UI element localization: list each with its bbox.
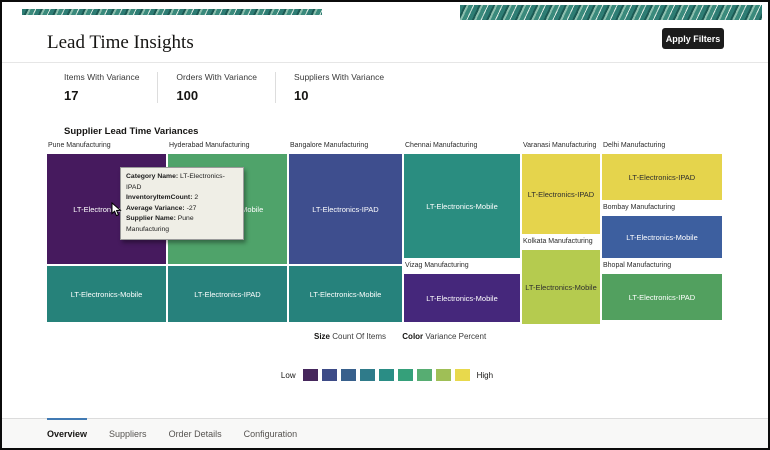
size-label: Size bbox=[314, 332, 331, 341]
legend-swatch bbox=[340, 369, 356, 381]
tooltip-line: InventoryItemCount: 2 bbox=[126, 194, 199, 202]
mouse-cursor-icon bbox=[111, 202, 122, 217]
treemap-tooltip: Category Name: LT-Electronics-IPAD Inven… bbox=[120, 167, 244, 241]
stat-value: 100 bbox=[176, 88, 199, 103]
legend-swatches bbox=[302, 369, 470, 381]
treemap-cell-label: LT-Electronics-Mobile bbox=[70, 289, 143, 299]
treemap-group-label: Delhi Manufacturing bbox=[603, 142, 666, 149]
tab-overview[interactable]: Overview bbox=[47, 418, 88, 448]
tooltip-line: Supplier Name: Pune Manufacturing bbox=[126, 215, 194, 233]
treemap-cell-label: LT-Electronics-Mobile bbox=[626, 232, 698, 242]
treemap-cell-label: LT-Electronics-IPAD bbox=[73, 204, 140, 214]
legend-high-label: High bbox=[476, 370, 494, 380]
treemap-cell-label: LT-Electronics-Mobile bbox=[309, 289, 382, 299]
treemap-title: Supplier Lead Time Variances bbox=[64, 126, 199, 137]
treemap-group-label: Bhopal Manufacturing bbox=[603, 262, 672, 269]
treemap-cell[interactable]: LT-Electronics-IPAD bbox=[522, 154, 600, 234]
legend-swatch bbox=[321, 369, 337, 381]
treemap-caption: Size Count Of Items Color Variance Perce… bbox=[314, 332, 500, 341]
stat-label: Orders With Variance bbox=[176, 72, 258, 82]
tab-configuration[interactable]: Configuration bbox=[243, 429, 298, 439]
treemap-group-label: Kolkata Manufacturing bbox=[523, 238, 593, 245]
kpi-stats-row: Items With Variance 17 Orders With Varia… bbox=[64, 72, 402, 103]
tab-order-details[interactable]: Order Details bbox=[168, 429, 222, 439]
stat-orders-with-variance: Orders With Variance 100 bbox=[157, 72, 275, 103]
legend-swatch bbox=[359, 369, 375, 381]
treemap-group-label: Pune Manufacturing bbox=[48, 142, 111, 149]
page-title: Lead Time Insights bbox=[47, 32, 194, 53]
color-value: Variance Percent bbox=[425, 332, 487, 341]
treemap-group-label: Vizag Manufacturing bbox=[405, 262, 469, 269]
treemap-cell[interactable]: LT-Electronics-Mobile bbox=[522, 250, 600, 324]
treemap-cell-label: LT-Electronics-Mobile bbox=[426, 201, 498, 211]
treemap-col-varanasi-kolkata: Varanasi Manufacturing LT-Electronics-IP… bbox=[522, 140, 600, 324]
stat-value: 10 bbox=[294, 88, 309, 103]
treemap-cell-label: LT-Electronics-IPAD bbox=[628, 172, 696, 182]
legend-swatch bbox=[435, 369, 451, 381]
treemap-col-bangalore: Bangalore Manufacturing LT-Electronics-I… bbox=[289, 140, 402, 324]
treemap-cell-label: LT-Electronics-Mobile bbox=[525, 282, 597, 292]
stat-label: Items With Variance bbox=[64, 72, 140, 82]
stat-value: 17 bbox=[64, 88, 79, 103]
treemap-cell[interactable]: LT-Electronics-IPAD bbox=[602, 274, 722, 320]
tab-suppliers[interactable]: Suppliers bbox=[109, 429, 147, 439]
stat-suppliers-with-variance: Suppliers With Variance 10 bbox=[275, 72, 402, 103]
treemap-cell-label: LT-Electronics-IPAD bbox=[527, 189, 595, 199]
treemap-group-label: Chennai Manufacturing bbox=[405, 142, 478, 149]
treemap-cell[interactable]: LT-Electronics-IPAD bbox=[168, 266, 287, 322]
treemap-group-label: Bombay Manufacturing bbox=[603, 204, 675, 211]
color-label: Color bbox=[402, 332, 424, 341]
treemap-group-label: Hyderabad Manufacturing bbox=[169, 142, 250, 149]
tooltip-line: Category Name: LT-Electronics-IPAD bbox=[126, 173, 225, 191]
treemap-cell-label: LT-Electronics-IPAD bbox=[194, 289, 261, 299]
size-value: Count Of Items bbox=[332, 332, 387, 341]
legend-low-label: Low bbox=[280, 370, 296, 380]
treemap-col-chennai-vizag: Chennai Manufacturing LT-Electronics-Mob… bbox=[404, 140, 520, 324]
decorative-banner-left bbox=[22, 9, 322, 15]
treemap-cell[interactable]: LT-Electronics-Mobile bbox=[404, 154, 520, 258]
treemap-group-label: Varanasi Manufacturing bbox=[523, 142, 597, 149]
supplier-lead-time-treemap: Pune Manufacturing LT-Electronics-IPAD L… bbox=[47, 140, 722, 324]
color-legend: Low High bbox=[2, 369, 768, 381]
treemap-cell-label: LT-Electronics-IPAD bbox=[628, 292, 696, 302]
treemap-cell-label: LT-Electronics-Mobile bbox=[426, 293, 498, 303]
bottom-tab-bar: Overview Suppliers Order Details Configu… bbox=[2, 418, 768, 448]
treemap-cell[interactable]: LT-Electronics-IPAD bbox=[289, 154, 402, 264]
treemap-cell[interactable]: LT-Electronics-Mobile bbox=[289, 266, 402, 322]
stat-label: Suppliers With Variance bbox=[294, 72, 385, 82]
legend-swatch bbox=[397, 369, 413, 381]
legend-swatch bbox=[378, 369, 394, 381]
legend-swatch bbox=[302, 369, 318, 381]
treemap-cell[interactable]: LT-Electronics-Mobile bbox=[47, 266, 166, 322]
stat-items-with-variance: Items With Variance 17 bbox=[64, 72, 157, 103]
decorative-banner-right bbox=[460, 5, 762, 20]
treemap-cell[interactable]: LT-Electronics-Mobile bbox=[404, 274, 520, 322]
apply-filters-button[interactable]: Apply Filters bbox=[662, 28, 724, 49]
treemap-cell[interactable]: LT-Electronics-Mobile bbox=[602, 216, 722, 258]
treemap-col-delhi-bombay-bhopal: Delhi Manufacturing LT-Electronics-IPAD … bbox=[602, 140, 722, 324]
header-divider bbox=[2, 62, 768, 63]
legend-swatch bbox=[416, 369, 432, 381]
treemap-cell[interactable]: LT-Electronics-IPAD bbox=[602, 154, 722, 200]
tooltip-line: Average Variance: -27 bbox=[126, 204, 197, 212]
treemap-group-label: Bangalore Manufacturing bbox=[290, 142, 369, 149]
legend-swatch bbox=[454, 369, 470, 381]
treemap-cell-label: LT-Electronics-IPAD bbox=[312, 204, 379, 214]
